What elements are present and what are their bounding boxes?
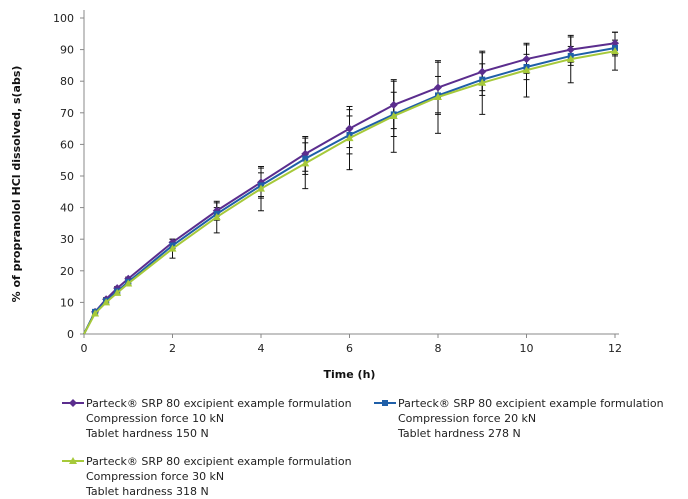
x-axis-title: Time (h)	[324, 368, 376, 381]
data-point	[212, 213, 221, 221]
data-point	[389, 111, 398, 119]
tick-labels: 0 10 20 30 40 50 60 70 80 90 100 0 2 4 6 8 10 12	[53, 12, 622, 355]
data-point	[124, 279, 133, 287]
legend-line-2: Compression force 20 kN	[398, 412, 537, 425]
legend-line-3: Tablet hardness 278 N	[398, 427, 521, 440]
data-point	[302, 155, 309, 162]
error-bars	[92, 31, 618, 316]
legend-swatch-diamond	[62, 399, 84, 407]
x-tick-label: 6	[346, 342, 353, 355]
data-point	[566, 45, 575, 54]
series-diamond	[83, 39, 619, 335]
legend-swatch-triangle	[62, 457, 84, 464]
data-point	[301, 159, 310, 167]
x-tick-label: 10	[520, 342, 534, 355]
data-point	[434, 93, 442, 100]
data-point	[168, 244, 177, 252]
legend-marker	[382, 400, 388, 406]
y-tick-label: 100	[53, 12, 74, 25]
data-point	[478, 78, 487, 86]
data-point	[566, 55, 575, 63]
y-tick-label: 80	[60, 75, 74, 88]
data-point	[91, 309, 100, 317]
legend-line-3: Tablet hardness 318 N	[86, 485, 209, 498]
legend-line-2: Compression force 10 kN	[86, 412, 225, 425]
x-tick-label: 12	[608, 342, 622, 355]
data-point	[113, 288, 122, 296]
legend-swatch-square	[374, 400, 396, 406]
data-point	[257, 184, 265, 192]
x-tick-label: 2	[169, 342, 176, 355]
series-line	[83, 50, 616, 335]
legend-line-1: Parteck® SRP 80 excipient example formul…	[86, 455, 352, 468]
chart-axes	[80, 10, 619, 338]
data-point	[389, 100, 398, 109]
legend-line-1: Parteck® SRP 80 excipient example formul…	[86, 397, 352, 410]
y-tick-label: 50	[60, 170, 74, 183]
data-point	[345, 124, 354, 133]
x-tick-label: 4	[258, 342, 265, 355]
y-tick-label: 60	[60, 138, 74, 151]
legend-line-2: Compression force 30 kN	[86, 470, 225, 483]
series-line	[83, 47, 616, 335]
series-square	[83, 45, 618, 335]
y-tick-label: 0	[67, 328, 74, 341]
data-point	[611, 47, 619, 55]
data-point	[345, 134, 354, 142]
legend-marker	[69, 457, 77, 464]
y-tick-label: 10	[60, 296, 74, 309]
data-point	[522, 66, 531, 74]
y-tick-label: 20	[60, 265, 74, 278]
legend-label: Parteck® SRP 80 excipient example formul…	[398, 396, 664, 441]
legend-marker	[69, 399, 77, 407]
y-tick-label: 40	[60, 202, 74, 215]
data-point	[478, 67, 487, 76]
y-tick-label: 70	[60, 107, 74, 120]
y-axis-title: % of propranolol HCl dissolved, s(abs)	[10, 66, 23, 303]
legend-line-1: Parteck® SRP 80 excipient example formul…	[398, 397, 664, 410]
x-tick-label: 8	[435, 342, 442, 355]
x-tick-label: 0	[81, 342, 88, 355]
data-point	[522, 55, 531, 64]
series-triangle	[83, 47, 619, 335]
legend-line-3: Tablet hardness 150 N	[86, 427, 209, 440]
y-tick-label: 90	[60, 44, 74, 57]
data-point	[102, 298, 111, 306]
data-point	[434, 83, 442, 92]
legend-label: Parteck® SRP 80 excipient example formul…	[86, 396, 352, 441]
legend-label: Parteck® SRP 80 excipient example formul…	[86, 454, 352, 499]
y-tick-label: 30	[60, 233, 74, 246]
series-line	[83, 42, 616, 335]
series-lines	[83, 39, 619, 335]
